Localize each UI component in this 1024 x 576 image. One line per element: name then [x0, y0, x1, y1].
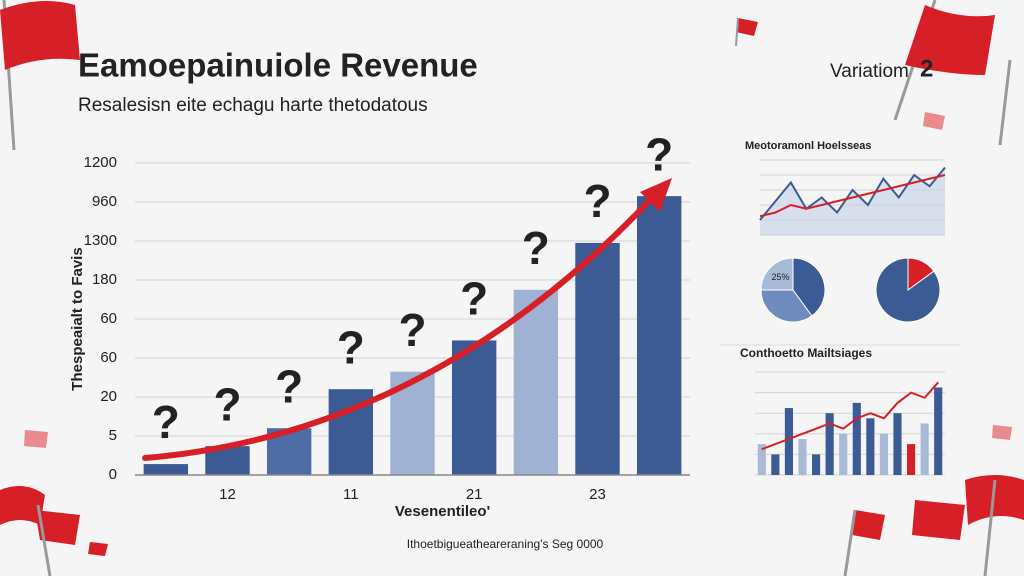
bar — [866, 418, 875, 475]
pie-slice — [760, 289, 813, 323]
bar — [920, 423, 929, 475]
y-tick-label: 0 — [109, 466, 117, 483]
badge-number: 2 — [920, 55, 933, 82]
bar — [879, 433, 888, 475]
bar — [798, 438, 807, 475]
y-axis-label: Thespeaialt to Favis — [69, 247, 86, 390]
annotation: ? — [275, 360, 303, 412]
trend-arrow — [142, 178, 672, 461]
y-tick-label: 20 — [100, 388, 117, 405]
bar — [934, 387, 943, 475]
y-tick-label: 1200 — [84, 154, 117, 171]
title: Eamoepainuiole Revenue — [78, 47, 478, 84]
panel-title: Meotoramonl Hoelsseas — [745, 140, 872, 152]
annotation: ? — [213, 378, 241, 430]
panel-title: Conthoetto Mailtsiages — [740, 346, 872, 360]
badge: Variatiom — [830, 61, 909, 82]
pie-label: 25% — [772, 272, 790, 282]
annotation: ? — [460, 273, 488, 325]
line — [759, 174, 946, 218]
annotation: ? — [522, 222, 550, 274]
subtitle: Resalesisn eite echagu harte thetodatous — [78, 95, 428, 116]
bar — [143, 464, 189, 475]
line — [761, 381, 939, 451]
x-axis-label: Vesenentileo' — [395, 503, 490, 520]
footer: Ithoetbigueatheareraning's Seg 0000 — [407, 537, 604, 551]
charts: 0 5 20 60 60 180 1300 960 1200 Thespeaialt to Fav… — [69, 128, 960, 520]
bar — [852, 402, 861, 475]
y-tick-label: 960 — [92, 193, 117, 210]
y-tick-label: 5 — [109, 427, 117, 444]
bar — [771, 454, 780, 475]
pie-slice — [875, 257, 941, 323]
bar — [636, 196, 682, 475]
pie-slice — [792, 257, 826, 317]
annotation: ? — [583, 175, 611, 227]
bar — [907, 444, 916, 475]
bar — [451, 340, 497, 475]
y-tick-label: 1300 — [84, 232, 117, 249]
bar — [839, 433, 848, 475]
x-tick-label: 23 — [589, 486, 606, 503]
x-tick-label: 12 — [219, 486, 236, 503]
x-tick-label: 11 — [343, 486, 359, 503]
bar — [784, 408, 793, 475]
bar — [825, 413, 834, 475]
x-tick-label: 21 — [466, 486, 483, 503]
area — [760, 167, 945, 235]
line — [759, 166, 946, 221]
bar — [575, 242, 620, 475]
pie-slice — [760, 257, 794, 291]
bar — [757, 444, 766, 475]
bar — [513, 289, 559, 475]
y-tick-label: 60 — [100, 349, 117, 366]
annotation: ? — [645, 128, 673, 180]
y-tick-label: 180 — [92, 271, 117, 288]
bar — [812, 454, 821, 475]
annotation: ? — [152, 396, 180, 448]
y-tick-label: 60 — [100, 310, 117, 327]
annotation: ? — [398, 304, 426, 356]
bar — [893, 413, 902, 475]
annotation: ? — [337, 321, 365, 373]
